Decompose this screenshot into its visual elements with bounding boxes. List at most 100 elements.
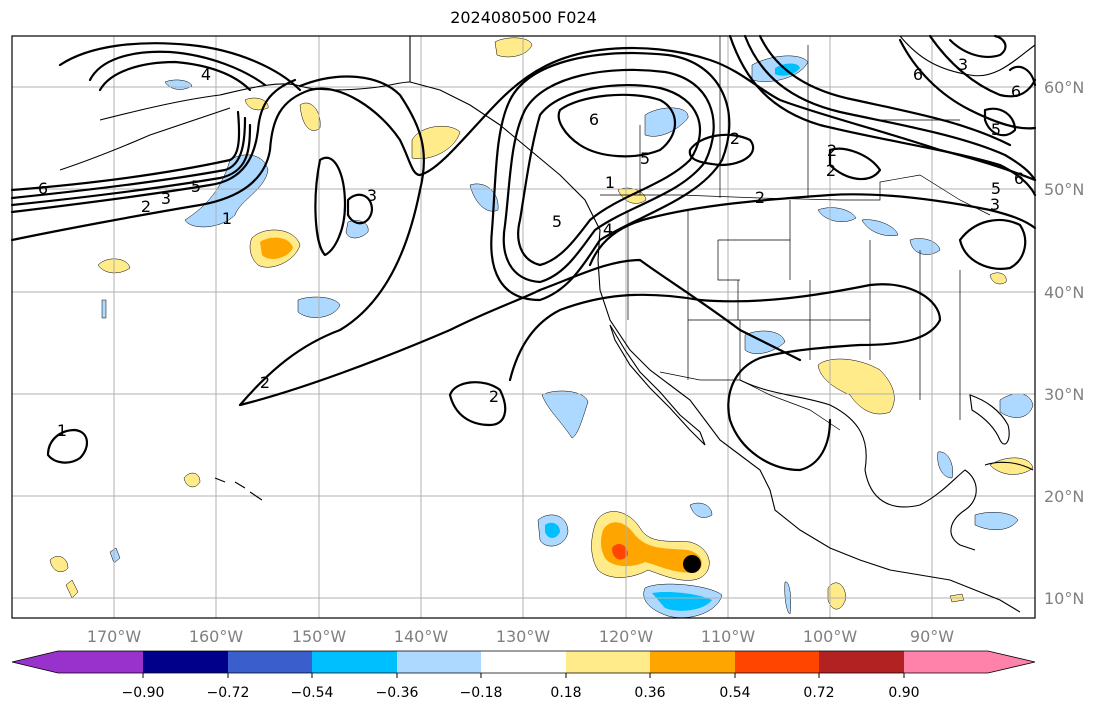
gulf-of-mexico — [739, 379, 977, 551]
lon-label: 160°W — [189, 627, 244, 646]
colorbar-segment — [481, 651, 566, 673]
colorbar-tick-label: 0.54 — [719, 685, 750, 701]
florida — [969, 394, 1010, 445]
lat-label: 50°N — [1044, 180, 1084, 199]
colorbar-extension-low — [12, 651, 58, 673]
us-canada-border — [600, 174, 991, 216]
us-states — [627, 200, 961, 420]
negative-anomaly-region — [974, 512, 1019, 530]
contour-label: 6 — [38, 179, 48, 198]
storm-marker — [683, 555, 701, 573]
positive-anomaly-region — [49, 556, 69, 572]
contour-line — [10, 110, 241, 192]
hudson-bay — [899, 35, 1036, 77]
contour-line — [10, 46, 1037, 242]
contour-line — [46, 428, 88, 464]
contour-line — [502, 68, 715, 284]
contour-label: 2 — [489, 387, 499, 406]
contour-line — [10, 78, 297, 214]
contour-label: 5 — [991, 120, 1001, 139]
contour-label: 3 — [958, 55, 968, 74]
colorbar-tick-label: −0.18 — [460, 685, 503, 701]
negative-anomaly-region — [999, 393, 1034, 418]
contour-label: 6 — [1014, 169, 1024, 188]
alaska-coast — [99, 81, 411, 121]
contour-label: 6 — [913, 65, 923, 84]
contour-line — [557, 93, 676, 158]
colorbar-segment — [143, 651, 228, 673]
lon-label: 170°W — [87, 627, 142, 646]
colorbar-segment — [566, 651, 650, 673]
contour-label: 1 — [57, 421, 67, 440]
lat-label: 60°N — [1044, 78, 1084, 97]
negative-anomaly-region — [861, 219, 899, 236]
contour-line — [1008, 65, 1037, 87]
map-title: 2024080500 F024 — [450, 8, 597, 27]
contour-label: 5 — [640, 149, 650, 168]
colorbar-tick-labels: −0.90 −0.72 −0.54 −0.36 −0.18 0.18 0.36 … — [122, 685, 920, 701]
colorbar-tick-label: 0.36 — [634, 685, 665, 701]
contour-line — [743, 34, 1037, 182]
lat-label: 20°N — [1044, 487, 1084, 506]
positive-anomaly-region — [989, 272, 1007, 285]
contour-line — [983, 107, 1017, 137]
lat-label: 40°N — [1044, 283, 1084, 302]
positive-anomaly-core — [260, 237, 293, 259]
contour-label: 1 — [605, 173, 615, 192]
lon-label: 120°W — [599, 627, 654, 646]
positive-anomaly-region — [183, 472, 201, 488]
negative-anomaly-core — [652, 591, 712, 611]
contour-label: 3 — [990, 195, 1000, 214]
lon-label: 110°W — [701, 627, 756, 646]
colorbar-segment — [735, 651, 819, 673]
longitude-labels: 170°W 160°W 150°W 140°W 130°W 120°W 110°… — [87, 627, 954, 646]
map-frame — [11, 35, 1036, 619]
contour-label: 2 — [260, 373, 270, 392]
colorbar-segment — [397, 651, 481, 673]
colorbar-tick-label: 0.18 — [550, 685, 581, 701]
negative-anomaly-region — [541, 390, 589, 439]
colorbar-tick-label: −0.36 — [376, 685, 419, 701]
contour-line — [508, 283, 942, 472]
contour-line — [10, 123, 252, 207]
contour-line — [448, 381, 507, 427]
contour-labels: 6 4 5 3 2 1 3 6 5 2 2 4 5 2 2 2 1 1 2 6 … — [38, 55, 1024, 440]
colorbar-segments — [11, 650, 1036, 674]
cuba — [984, 461, 1034, 471]
lat-label: 30°N — [1044, 385, 1084, 404]
contour-line — [517, 83, 702, 267]
colorbar-segment — [819, 651, 904, 673]
contour-line — [538, 258, 802, 362]
contour-label: 3 — [161, 189, 171, 208]
colorbar-tick-label: −0.90 — [122, 685, 165, 701]
positive-anomaly-region — [244, 97, 269, 111]
north-america-coast — [409, 36, 1021, 613]
colorbar-segment — [58, 651, 143, 673]
anomaly-contours — [10, 34, 1037, 472]
contour-label: 2 — [141, 197, 151, 216]
lon-label: 130°W — [496, 627, 551, 646]
hawaii-islands — [214, 477, 263, 501]
contour-line — [948, 34, 1007, 58]
colorbar-tick-label: −0.72 — [207, 685, 250, 701]
colorbar-tick-label: −0.54 — [291, 685, 334, 701]
colorbar-extension-high — [904, 651, 1035, 673]
baja-california — [609, 324, 706, 446]
contour-line — [758, 34, 1012, 147]
negative-anomaly-region — [937, 451, 953, 479]
contour-label: 3 — [367, 186, 377, 205]
negative-anomaly-core — [545, 522, 560, 538]
negative-anomaly-region — [644, 107, 689, 137]
contour-line — [588, 193, 1037, 267]
colorbar-ticks — [142, 673, 905, 678]
negative-anomaly-region — [101, 299, 107, 319]
contour-label: 2 — [755, 188, 765, 207]
contour-label: 4 — [603, 220, 613, 239]
colorbar-outline — [11, 650, 1036, 674]
contour-line — [928, 34, 1037, 98]
aleutian-chain — [59, 107, 231, 171]
lon-label: 140°W — [394, 627, 449, 646]
colorbar-segment — [228, 651, 312, 673]
contour-line — [98, 60, 252, 92]
